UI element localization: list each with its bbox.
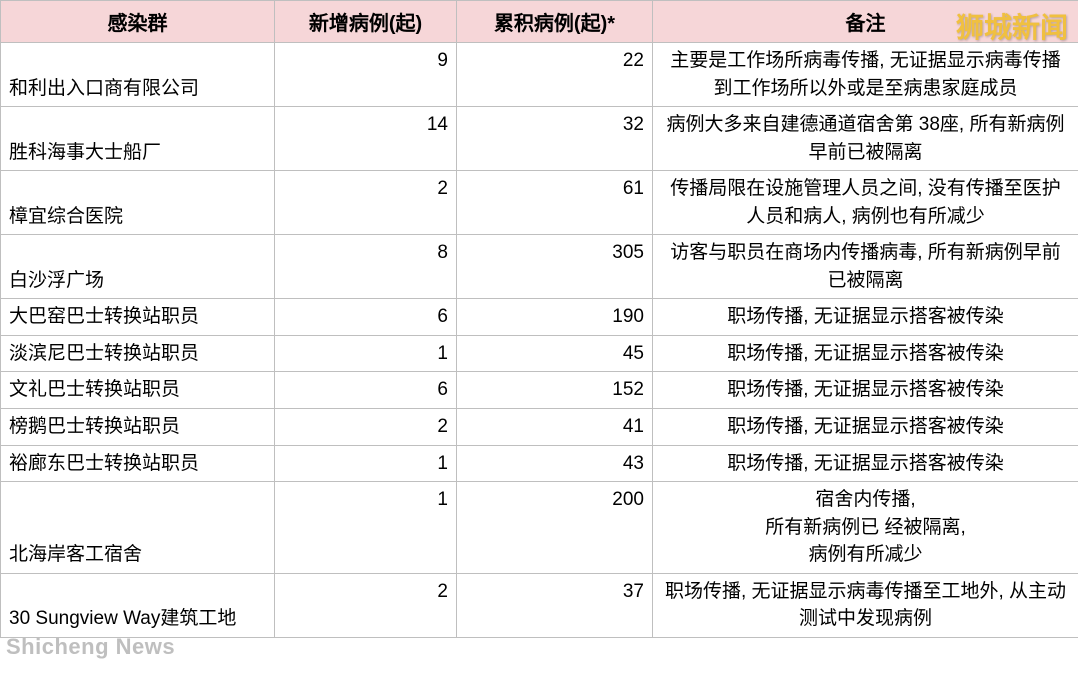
table-row: 30 Sungview Way建筑工地237职场传播, 无证据显示病毒传播至工地… [1, 573, 1078, 637]
cell-new: 6 [275, 299, 457, 336]
cell-total: 200 [457, 482, 653, 574]
table-row: 榜鹅巴士转换站职员241职场传播, 无证据显示搭客被传染 [1, 409, 1078, 446]
cell-total: 61 [457, 171, 653, 235]
table-row: 胜科海事大士船厂1432病例大多来自建德通道宿舍第 38座, 所有新病例早前已被… [1, 107, 1078, 171]
cell-new: 2 [275, 409, 457, 446]
th-new: 新增病例(起) [275, 1, 457, 43]
cell-notes: 宿舍内传播, 所有新病例已 经被隔离, 病例有所减少 [653, 482, 1078, 574]
cell-new: 9 [275, 43, 457, 107]
cell-new: 8 [275, 235, 457, 299]
cell-cluster: 30 Sungview Way建筑工地 [1, 573, 275, 637]
cell-cluster: 樟宜综合医院 [1, 171, 275, 235]
cell-new: 6 [275, 372, 457, 409]
cell-cluster: 榜鹅巴士转换站职员 [1, 409, 275, 446]
cell-total: 45 [457, 335, 653, 372]
cell-total: 22 [457, 43, 653, 107]
cell-cluster: 和利出入口商有限公司 [1, 43, 275, 107]
th-total: 累积病例(起)* [457, 1, 653, 43]
cell-notes: 病例大多来自建德通道宿舍第 38座, 所有新病例早前已被隔离 [653, 107, 1078, 171]
cell-cluster: 胜科海事大士船厂 [1, 107, 275, 171]
th-cluster: 感染群 [1, 1, 275, 43]
cell-cluster: 白沙浮广场 [1, 235, 275, 299]
table-row: 文礼巴士转换站职员6152职场传播, 无证据显示搭客被传染 [1, 372, 1078, 409]
table-row: 和利出入口商有限公司922主要是工作场所病毒传播, 无证据显示病毒传播到工作场所… [1, 43, 1078, 107]
cell-notes: 职场传播, 无证据显示搭客被传染 [653, 335, 1078, 372]
cell-notes: 职场传播, 无证据显示搭客被传染 [653, 299, 1078, 336]
cell-cluster: 大巴窑巴士转换站职员 [1, 299, 275, 336]
cell-cluster: 淡滨尼巴士转换站职员 [1, 335, 275, 372]
cell-new: 1 [275, 335, 457, 372]
cell-cluster: 文礼巴士转换站职员 [1, 372, 275, 409]
cell-notes: 传播局限在设施管理人员之间, 没有传播至医护人员和病人, 病例也有所减少 [653, 171, 1078, 235]
cell-total: 43 [457, 445, 653, 482]
cell-new: 1 [275, 482, 457, 574]
cluster-table: 感染群 新增病例(起) 累积病例(起)* 备注 和利出入口商有限公司922主要是… [0, 0, 1078, 638]
cell-total: 305 [457, 235, 653, 299]
cell-cluster: 裕廊东巴士转换站职员 [1, 445, 275, 482]
table-row: 大巴窑巴士转换站职员6190职场传播, 无证据显示搭客被传染 [1, 299, 1078, 336]
cell-notes: 职场传播, 无证据显示搭客被传染 [653, 372, 1078, 409]
cell-notes: 职场传播, 无证据显示病毒传播至工地外, 从主动测试中发现病例 [653, 573, 1078, 637]
table-row: 北海岸客工宿舍1200宿舍内传播, 所有新病例已 经被隔离, 病例有所减少 [1, 482, 1078, 574]
table-body: 和利出入口商有限公司922主要是工作场所病毒传播, 无证据显示病毒传播到工作场所… [1, 43, 1078, 638]
cell-total: 32 [457, 107, 653, 171]
cell-new: 2 [275, 171, 457, 235]
cell-notes: 职场传播, 无证据显示搭客被传染 [653, 409, 1078, 446]
cell-total: 152 [457, 372, 653, 409]
cell-total: 190 [457, 299, 653, 336]
cell-total: 37 [457, 573, 653, 637]
th-notes: 备注 [653, 1, 1078, 43]
cell-notes: 主要是工作场所病毒传播, 无证据显示病毒传播到工作场所以外或是至病患家庭成员 [653, 43, 1078, 107]
cell-total: 41 [457, 409, 653, 446]
table-row: 白沙浮广场8305访客与职员在商场内传播病毒, 所有新病例早前已被隔离 [1, 235, 1078, 299]
cell-notes: 访客与职员在商场内传播病毒, 所有新病例早前已被隔离 [653, 235, 1078, 299]
table-header: 感染群 新增病例(起) 累积病例(起)* 备注 [1, 1, 1078, 43]
table-row: 淡滨尼巴士转换站职员145职场传播, 无证据显示搭客被传染 [1, 335, 1078, 372]
table-row: 裕廊东巴士转换站职员143职场传播, 无证据显示搭客被传染 [1, 445, 1078, 482]
cell-new: 2 [275, 573, 457, 637]
watermark-bottom: Shicheng News [6, 634, 175, 660]
table-row: 樟宜综合医院261传播局限在设施管理人员之间, 没有传播至医护人员和病人, 病例… [1, 171, 1078, 235]
cell-notes: 职场传播, 无证据显示搭客被传染 [653, 445, 1078, 482]
cell-new: 14 [275, 107, 457, 171]
cell-new: 1 [275, 445, 457, 482]
cell-cluster: 北海岸客工宿舍 [1, 482, 275, 574]
